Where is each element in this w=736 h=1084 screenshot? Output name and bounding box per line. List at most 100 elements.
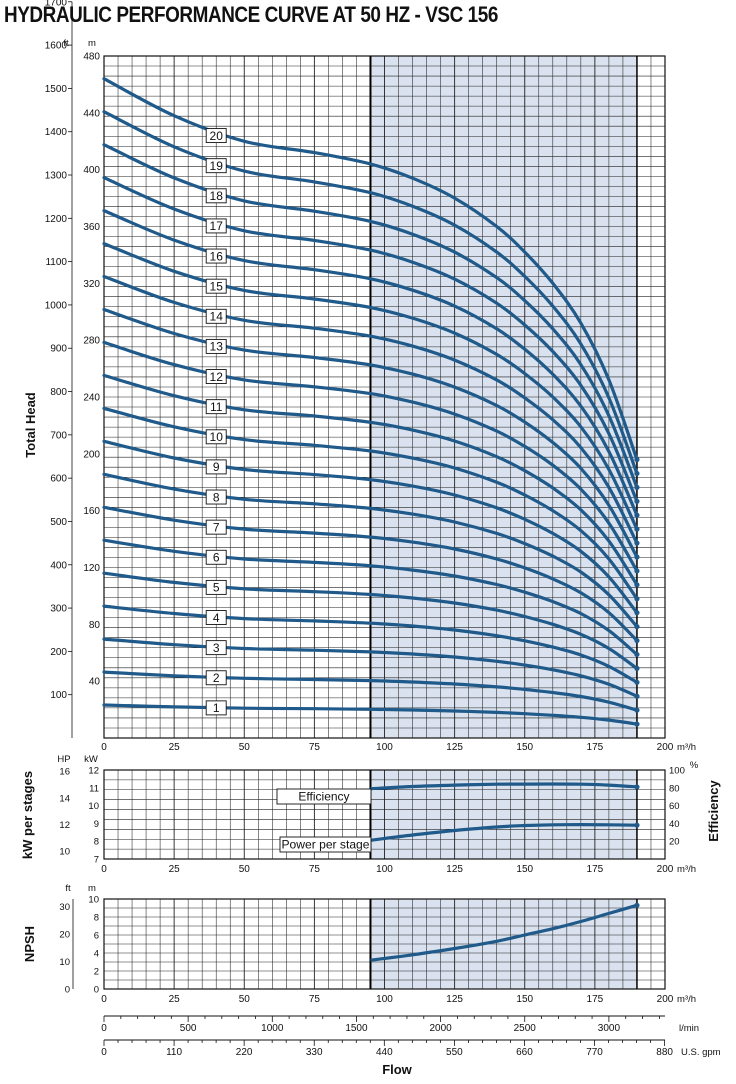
y-tick-ft: 500 bbox=[50, 517, 67, 528]
y-tick-ft: 100 bbox=[50, 690, 67, 701]
x-tick-label: 25 bbox=[169, 994, 181, 1005]
npsh-m-tick: 0 bbox=[94, 985, 99, 996]
stage-curve bbox=[102, 406, 639, 601]
x-tick-label: 75 bbox=[309, 742, 321, 753]
efficiency-tick: 100 bbox=[669, 766, 685, 777]
y-tick-m: 440 bbox=[83, 108, 100, 119]
y-tick-ft: 1100 bbox=[45, 257, 67, 268]
x-tick-label: 150 bbox=[516, 864, 533, 875]
x-tick-label: 25 bbox=[169, 864, 181, 875]
curve-end-dot bbox=[634, 665, 640, 671]
stage-curve bbox=[102, 637, 639, 698]
stage-curve bbox=[102, 110, 639, 475]
curve-end-dot bbox=[634, 582, 640, 588]
gpm-tick: 550 bbox=[446, 1047, 463, 1058]
stage-label: 20 bbox=[210, 129, 224, 143]
stage-curve bbox=[102, 472, 639, 629]
y-tick-m: 200 bbox=[83, 449, 100, 460]
y-tick-ft: 900 bbox=[50, 344, 67, 355]
x-tick-label: 200 bbox=[657, 994, 674, 1005]
y-tick-m: 120 bbox=[83, 563, 100, 574]
kw-tick: 12 bbox=[88, 766, 99, 777]
x-tick-label: 150 bbox=[516, 994, 533, 1005]
x-tick-label: 50 bbox=[239, 864, 251, 875]
stage-label: 16 bbox=[210, 249, 224, 263]
npsh-curve bbox=[370, 903, 638, 962]
y-tick-m: 160 bbox=[83, 506, 100, 517]
stage-curve bbox=[102, 307, 639, 559]
stage-label-box bbox=[205, 369, 227, 384]
x-unit-label: m³/h bbox=[677, 864, 696, 875]
efficiency-label-box bbox=[276, 788, 372, 805]
curve-end-dot bbox=[634, 456, 640, 463]
stage-label-box bbox=[205, 519, 227, 535]
x-tick-label: 50 bbox=[239, 994, 251, 1005]
kw-tick: 10 bbox=[88, 801, 99, 812]
efficiency-curve bbox=[370, 782, 638, 791]
stage-label: 8 bbox=[213, 490, 220, 504]
stage-label-box bbox=[205, 459, 227, 475]
y-tick-ft: 400 bbox=[50, 560, 67, 571]
curve-end-dot bbox=[634, 784, 640, 790]
kw-tick: 7 bbox=[94, 855, 99, 866]
gpm-tick: 880 bbox=[656, 1047, 673, 1058]
y-tick-m: 400 bbox=[83, 165, 100, 176]
y-tick-m: 80 bbox=[89, 620, 101, 631]
kw-axis-title: kW per stages bbox=[20, 771, 35, 859]
stage-label-box bbox=[205, 188, 227, 204]
x-tick-label: 200 bbox=[657, 742, 674, 753]
plot-frame bbox=[103, 55, 666, 739]
stage-curve bbox=[102, 538, 639, 657]
curve-end-dot bbox=[634, 498, 640, 504]
y-tick-ft: 1500 bbox=[45, 84, 68, 95]
stage-label-box bbox=[205, 610, 227, 625]
curve-end-dot bbox=[634, 822, 640, 828]
stage-label: 19 bbox=[210, 159, 224, 173]
flow-axes: 0 500 1000 1500 2000 2500 3000 l/min 0 110 220 330 4… bbox=[101, 1015, 721, 1077]
stage-label-box bbox=[205, 640, 227, 656]
stage-label-box bbox=[205, 700, 227, 716]
efficiency-tick: 80 bbox=[669, 783, 680, 794]
curve-end-dot bbox=[634, 707, 640, 713]
stage-curve bbox=[102, 373, 639, 587]
hp-unit-label: HP bbox=[57, 754, 70, 765]
hp-tick: 16 bbox=[59, 767, 70, 778]
curve-end-dot bbox=[634, 902, 640, 908]
gpm-tick: 330 bbox=[306, 1047, 323, 1058]
lmin-tick: 500 bbox=[180, 1023, 197, 1034]
stage-curve bbox=[102, 670, 639, 712]
stage-label: 6 bbox=[213, 551, 220, 565]
curve-end-dot bbox=[634, 554, 640, 560]
y-tick-ft: 300 bbox=[50, 604, 67, 615]
stage-label-box bbox=[205, 308, 227, 324]
y-tick-m: 360 bbox=[83, 222, 100, 233]
stage-label: 1 bbox=[213, 701, 220, 715]
npsh-ft-unit: ft bbox=[65, 883, 71, 894]
curve-end-dot bbox=[634, 624, 640, 630]
y-tick-ft: 800 bbox=[50, 387, 67, 398]
y-tick-m: 40 bbox=[89, 677, 101, 688]
stage-curve bbox=[102, 143, 639, 489]
gpm-tick: 110 bbox=[166, 1047, 182, 1058]
lmin-tick: 2000 bbox=[429, 1023, 452, 1034]
stage-label: 11 bbox=[210, 400, 223, 414]
curve-end-dot bbox=[634, 568, 640, 574]
ft-unit-label: ft bbox=[63, 38, 69, 49]
gpm-tick: 0 bbox=[101, 1047, 107, 1058]
stage-label-box bbox=[205, 429, 227, 445]
x-tick-label: 175 bbox=[587, 864, 604, 875]
curve-end-dot bbox=[634, 637, 640, 644]
head-panel: 4080120160200240280320360400440480100200… bbox=[23, 0, 696, 753]
curve-end-dot bbox=[634, 512, 640, 518]
gpm-tick: 220 bbox=[236, 1047, 253, 1058]
gpm-unit-label: U.S. gpm bbox=[681, 1047, 721, 1058]
stage-curve bbox=[102, 209, 639, 517]
efficiency-legend-label: Efficiency bbox=[298, 790, 349, 804]
hp-tick: 10 bbox=[59, 846, 70, 857]
x-tick-label: 175 bbox=[587, 742, 604, 753]
lmin-tick: 3000 bbox=[598, 1023, 621, 1034]
x-tick-label: 150 bbox=[516, 742, 533, 753]
stage-label: 15 bbox=[210, 279, 224, 293]
x-tick-label: 0 bbox=[101, 994, 107, 1005]
x-tick-label: 175 bbox=[587, 994, 604, 1005]
